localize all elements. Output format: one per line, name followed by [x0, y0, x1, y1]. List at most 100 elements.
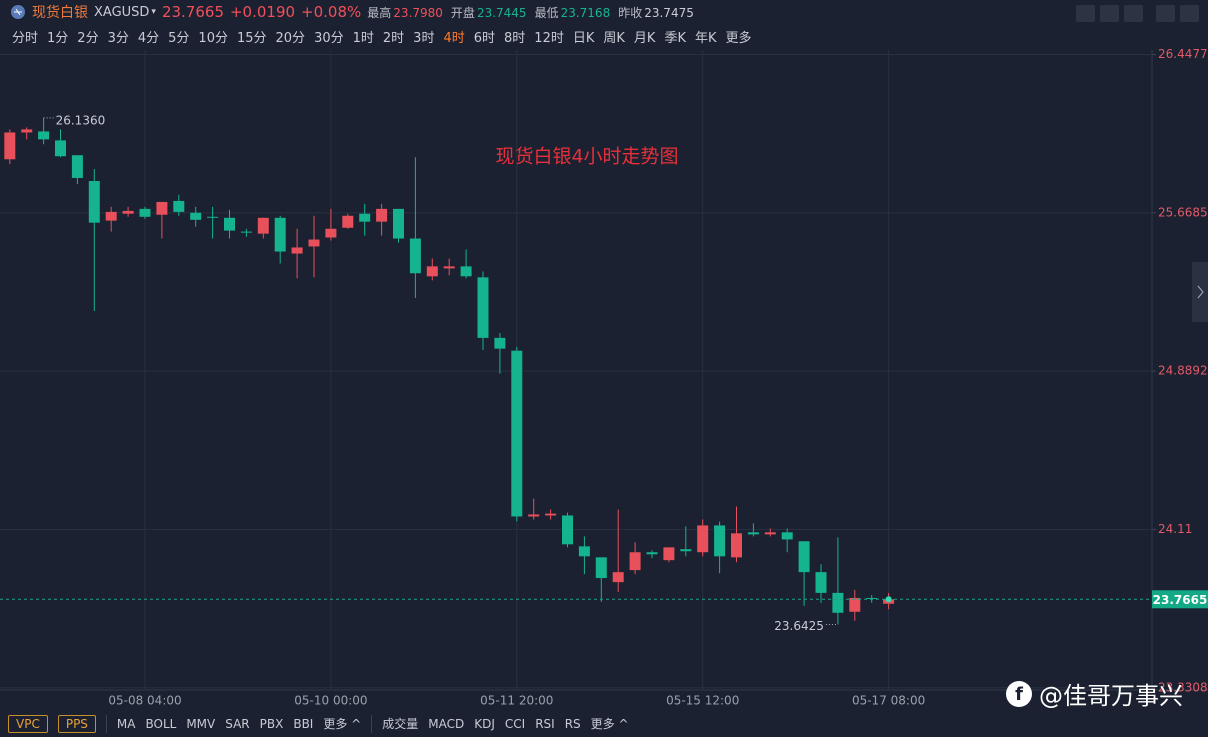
indicator[interactable]: 更多 ^	[323, 717, 362, 731]
candle-body	[21, 129, 33, 133]
indicator[interactable]: SAR	[225, 716, 250, 731]
candle-body	[815, 572, 827, 593]
indicator[interactable]: BOLL	[145, 716, 177, 731]
candle-body	[274, 217, 286, 252]
stat: 最高 23.7980	[367, 4, 443, 21]
timeframe[interactable]: 1时	[352, 30, 374, 46]
indicator[interactable]: PBX	[259, 716, 284, 731]
timeframe[interactable]: 分时	[12, 30, 39, 46]
candle-body	[680, 549, 692, 552]
candle-body	[224, 217, 235, 231]
indicator[interactable]: 成交量	[382, 717, 419, 731]
stat-value: 23.7475	[644, 5, 694, 20]
timeframe[interactable]: 月K	[633, 30, 656, 46]
indicator[interactable]: 更多 ^	[590, 717, 629, 731]
timeframe[interactable]: 2分	[77, 30, 99, 46]
timeframe[interactable]: 30分	[314, 30, 344, 46]
indicator-bar: VPC PPS MA BOLL MMV SAR PBX BBI 更多 ^ 成交量 MACD KDJ CC…	[8, 710, 629, 737]
x-tick-label: 05-15 12:00	[666, 694, 739, 708]
tool-icon[interactable]	[1100, 5, 1119, 22]
timeframe[interactable]: 周K	[603, 30, 625, 46]
dropdown[interactable]: ▾	[151, 7, 156, 17]
high-annotation: 26.1360	[56, 113, 106, 127]
candle-body	[511, 350, 523, 517]
candle-body	[409, 238, 421, 274]
tool-icon[interactable]	[1156, 5, 1175, 22]
timeframe[interactable]: 季K	[664, 30, 686, 46]
indicator[interactable]: KDJ	[474, 716, 495, 731]
timeframe[interactable]: 2时	[382, 30, 405, 46]
candle-body	[190, 212, 202, 220]
candle-body	[595, 557, 607, 579]
toggle-button[interactable]: PPS	[57, 714, 96, 733]
timeframe[interactable]: 日K	[572, 30, 595, 46]
candle-body	[443, 266, 455, 269]
tool-icon[interactable]	[1124, 5, 1143, 22]
candle-body	[578, 546, 590, 557]
candle-body	[88, 181, 100, 223]
candle-body	[832, 592, 844, 613]
timeframe[interactable]: 20分	[275, 30, 306, 46]
indicator[interactable]: RS	[564, 716, 581, 731]
candle-body	[629, 552, 641, 571]
stat-value: 23.7445	[476, 5, 527, 20]
candle-body	[139, 208, 151, 217]
timeframe[interactable]: 10分	[198, 30, 228, 46]
candle-body	[731, 533, 742, 558]
close-icon[interactable]	[1180, 5, 1199, 22]
candle-body	[562, 515, 573, 545]
timeframe[interactable]: 3时	[413, 30, 435, 46]
candle-body	[4, 132, 16, 160]
symbol-code[interactable]: XAGUSD	[94, 4, 150, 20]
plot-area	[0, 50, 1152, 690]
candle-body	[71, 155, 83, 178]
timeframe[interactable]: 8时	[504, 30, 526, 46]
stat: 昨收 23.7475	[618, 4, 694, 21]
side-tab[interactable]	[1192, 262, 1208, 322]
indicator[interactable]: CCI	[504, 716, 526, 731]
candle-body	[376, 208, 388, 222]
candle-body	[714, 525, 726, 557]
toggle-button[interactable]: VPC	[8, 714, 48, 733]
candle-body	[55, 140, 66, 157]
indicator[interactable]: MACD	[428, 716, 465, 731]
timeframe[interactable]: 4时	[443, 30, 465, 46]
indicator[interactable]: MMV	[186, 716, 216, 731]
y-tick-label: 24.8892	[1158, 364, 1208, 378]
y-tick-label: 25.6685	[1158, 205, 1208, 219]
change: +0.0190	[229, 3, 296, 21]
separator	[371, 714, 373, 733]
price-tag	[1152, 590, 1208, 609]
timeframe[interactable]: 1分	[47, 30, 69, 46]
indicator[interactable]: BBI	[293, 716, 314, 731]
timeframe[interactable]: 更多	[725, 30, 752, 46]
timeframe[interactable]: 6时	[473, 30, 496, 46]
candle-body	[308, 239, 320, 247]
stat-label: 最低	[534, 5, 559, 20]
separator	[105, 714, 107, 733]
candle-body	[460, 266, 472, 277]
candle-body	[257, 217, 269, 234]
candle-body	[494, 337, 506, 349]
timeframe[interactable]: 4分	[137, 30, 160, 46]
candle-body	[359, 213, 371, 222]
timeframe[interactable]: 15分	[236, 30, 267, 46]
indicator[interactable]: MA	[116, 716, 136, 731]
timeframe-bar: 分时 1分 2分 3分 4分 5分 10分 15分 20分 30分 1时 2时 3时 4时 6时 8时 12时日…	[12, 24, 752, 48]
chart-title: 现货白银4小时走势图	[495, 146, 678, 168]
timeframe[interactable]: 5分	[168, 30, 190, 46]
candle-body	[105, 211, 117, 221]
x-tick-label: 05-08 04:00	[108, 694, 181, 708]
y-tick-label: 24.11	[1158, 522, 1192, 536]
tool-icon[interactable]	[1076, 5, 1095, 22]
indicator[interactable]: RSI	[535, 716, 555, 731]
timeframe[interactable]: 3分	[107, 30, 129, 46]
symbol-name[interactable]: 现货白银	[32, 5, 88, 21]
timeframe[interactable]: 年K	[694, 30, 717, 46]
stat: 最低 23.7168	[535, 4, 611, 21]
candle-body	[528, 514, 540, 517]
timeframe[interactable]: 12时	[534, 30, 564, 46]
stats: 最高 23.7980 开盘 23.7445 最低 23.7168 昨收 23.7475	[367, 4, 694, 21]
